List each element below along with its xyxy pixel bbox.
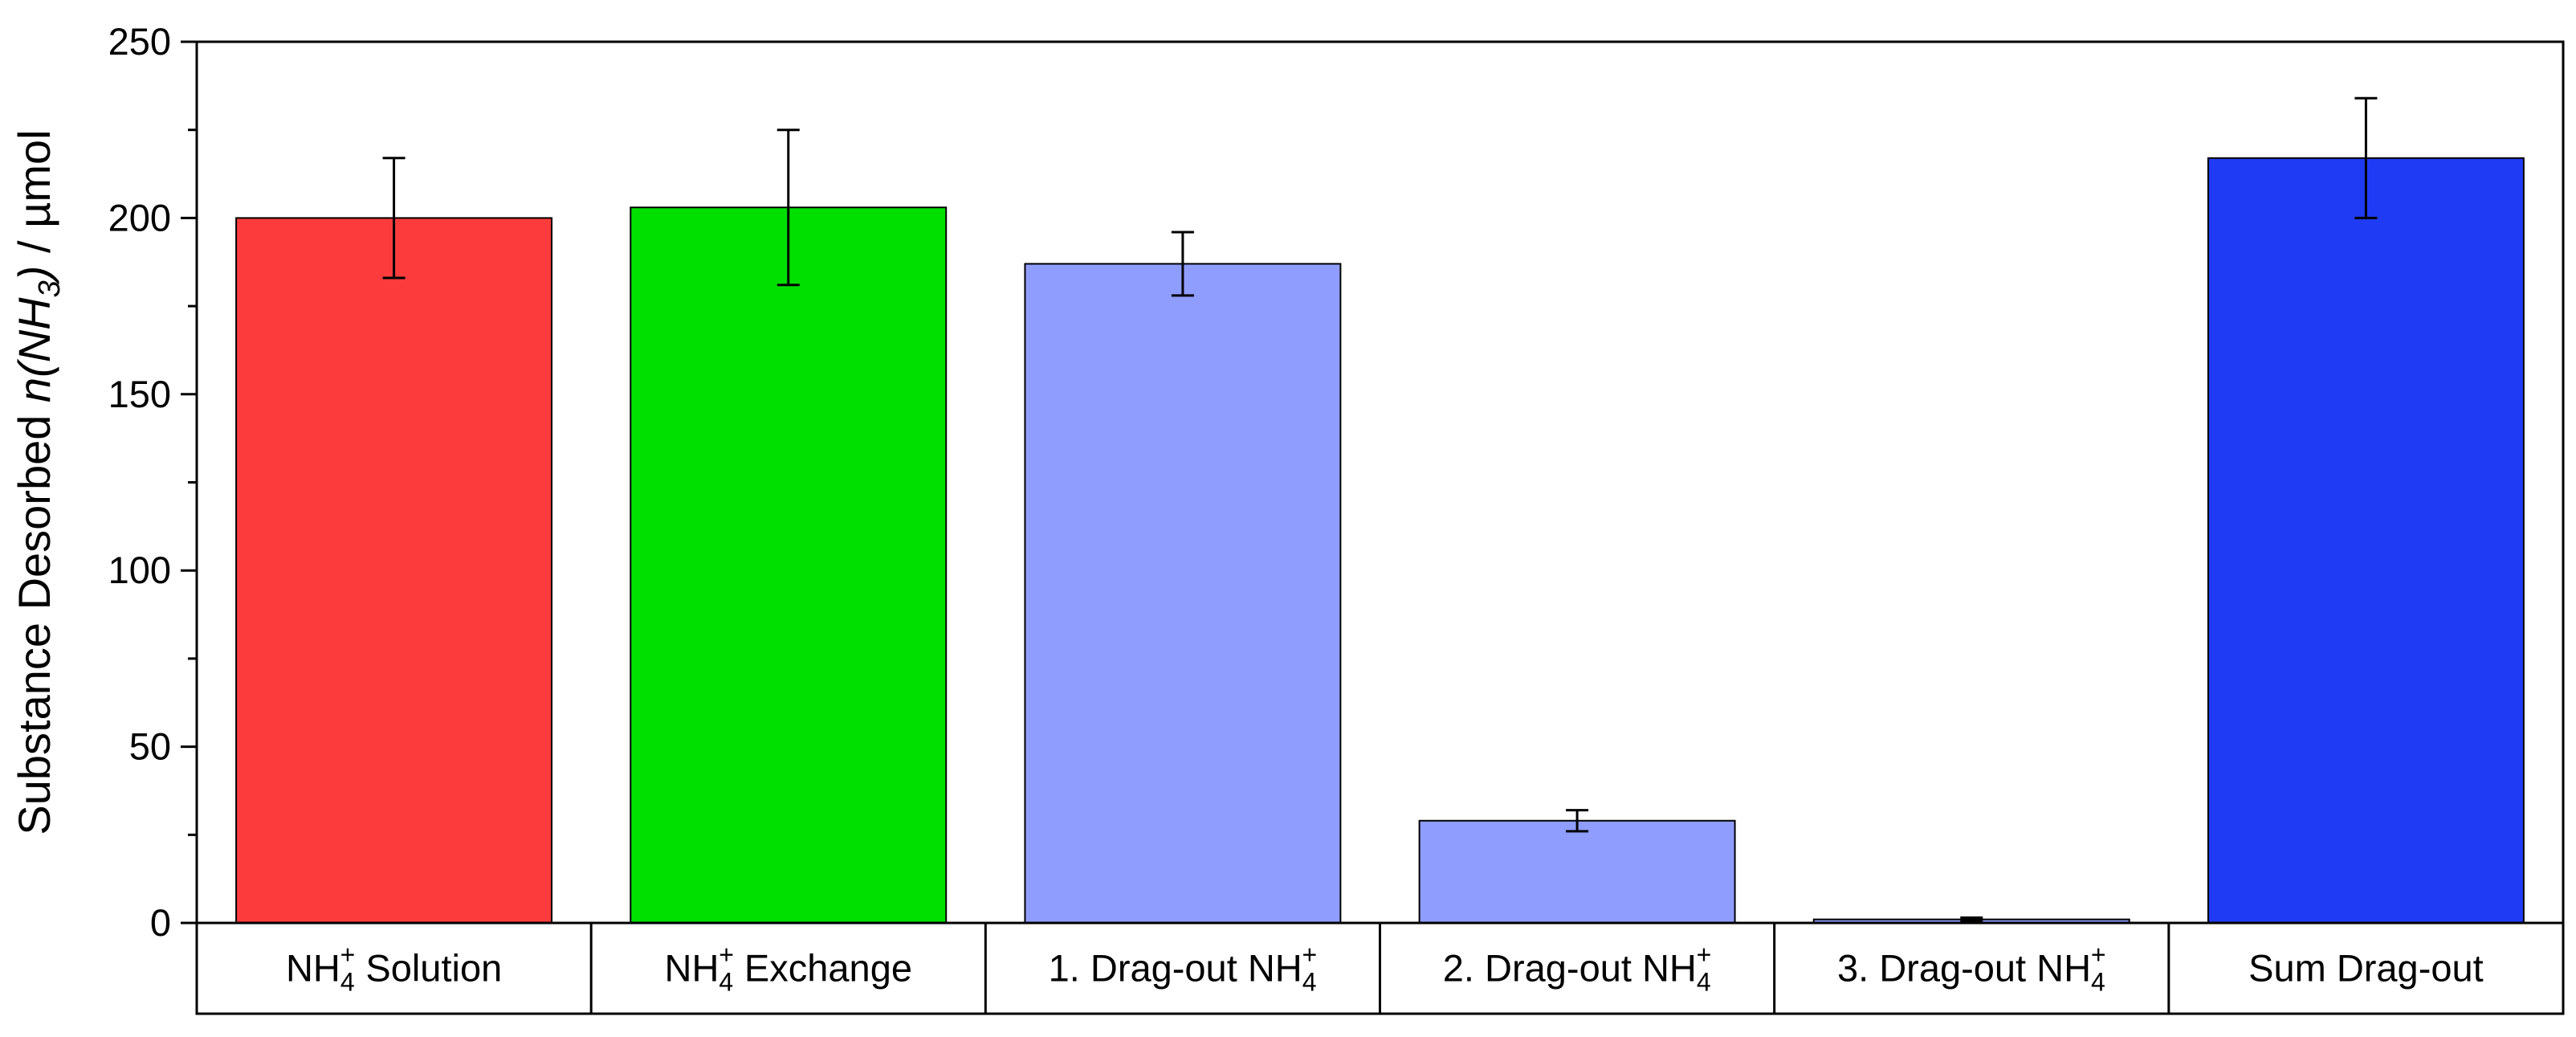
error-bar xyxy=(776,129,800,287)
error-bar xyxy=(1960,916,1983,923)
y-axis-label: Substance Desorbed n(NH3) / µmol xyxy=(9,129,67,835)
category-label: NH4+ Exchange xyxy=(665,941,912,997)
error-bar xyxy=(1171,231,1194,297)
bar xyxy=(1418,819,1736,924)
bar xyxy=(1024,263,1342,925)
y-axis-title: Substance Desorbed n(NH3) / µmol xyxy=(9,129,67,835)
category-label: Sum Drag-out xyxy=(2248,947,2484,990)
category-label: 2. Drag-out NH4+ xyxy=(1443,941,1712,997)
category-label: 3. Drag-out NH4+ xyxy=(1837,941,2106,997)
y-tick-label: 50 xyxy=(129,725,171,768)
y-tick-label: 100 xyxy=(108,549,171,591)
y-axis: 0 50 100 150 200 250 xyxy=(108,20,197,944)
error-bar xyxy=(1566,809,1589,833)
y-tick-label: 0 xyxy=(150,901,171,944)
y-tick-label: 250 xyxy=(108,20,171,63)
category-label: 1. Drag-out NH4+ xyxy=(1049,941,1318,997)
y-tick-label: 200 xyxy=(108,196,171,239)
category-label-table: NH4+ Solution NH4+ Exchange 1. Drag-out NH… xyxy=(195,921,2565,1015)
bar xyxy=(2207,157,2525,924)
bar xyxy=(630,206,948,924)
category-label: NH4+ Solution xyxy=(286,941,502,997)
bars xyxy=(235,157,2525,925)
error-bar xyxy=(382,157,406,280)
y-tick-label: 150 xyxy=(108,373,171,415)
bar xyxy=(235,217,553,924)
error-bar xyxy=(2354,96,2378,219)
error-bars xyxy=(382,96,2378,923)
